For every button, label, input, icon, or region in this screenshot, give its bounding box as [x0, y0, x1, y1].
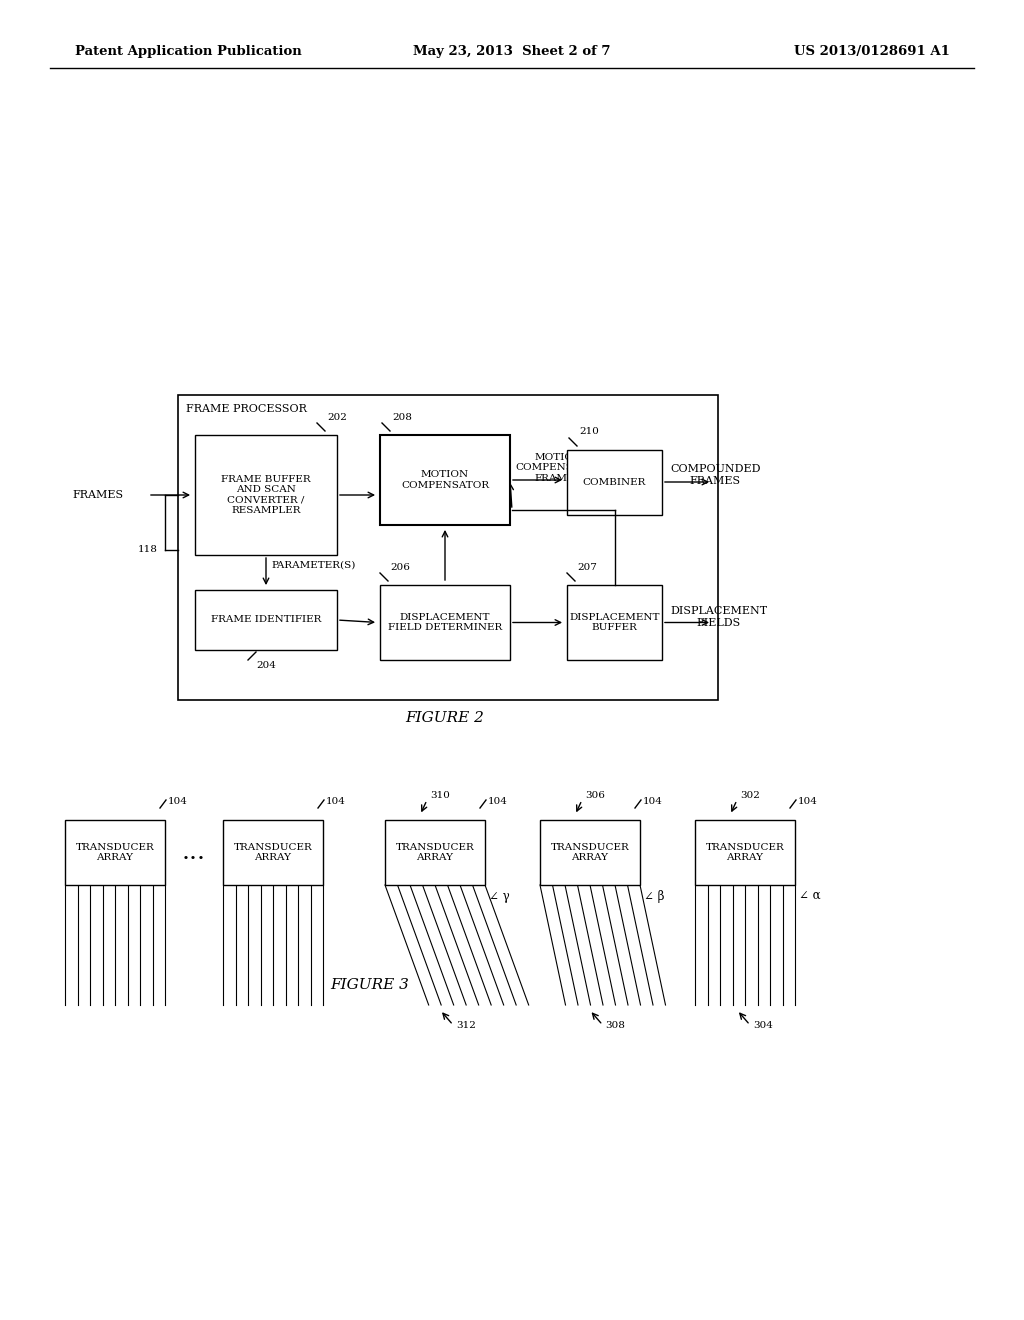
- Text: 118: 118: [138, 545, 158, 554]
- Text: MOTION
COMPENSATED
FRAMES: MOTION COMPENSATED FRAMES: [515, 453, 602, 483]
- Text: Patent Application Publication: Patent Application Publication: [75, 45, 302, 58]
- Text: DISPLACEMENT
FIELDS: DISPLACEMENT FIELDS: [670, 606, 767, 628]
- Text: ∠ γ: ∠ γ: [489, 890, 510, 903]
- Bar: [223, 820, 323, 884]
- Text: FRAMES: FRAMES: [72, 490, 123, 500]
- Bar: [567, 450, 662, 515]
- Bar: [380, 585, 510, 660]
- Text: 104: 104: [326, 797, 346, 807]
- Text: FIGURE 3: FIGURE 3: [331, 978, 410, 993]
- Text: FRAME IDENTIFIER: FRAME IDENTIFIER: [211, 615, 322, 624]
- Text: PARAMETER(S): PARAMETER(S): [271, 561, 355, 569]
- Bar: [380, 436, 510, 525]
- Text: 206: 206: [390, 562, 410, 572]
- Text: TRANSDUCER
ARRAY: TRANSDUCER ARRAY: [76, 842, 155, 862]
- Text: DISPLACEMENT
FIELD DETERMINER: DISPLACEMENT FIELD DETERMINER: [388, 612, 502, 632]
- Text: TRANSDUCER
ARRAY: TRANSDUCER ARRAY: [395, 842, 474, 862]
- Text: 104: 104: [798, 797, 818, 807]
- Text: ∠ α: ∠ α: [799, 890, 820, 903]
- Text: FRAME PROCESSOR: FRAME PROCESSOR: [186, 404, 307, 414]
- Text: 312: 312: [456, 1020, 476, 1030]
- Bar: [195, 590, 337, 649]
- Bar: [567, 585, 662, 660]
- Bar: [65, 820, 165, 884]
- Bar: [385, 820, 485, 884]
- Text: FIGURE 2: FIGURE 2: [406, 711, 484, 725]
- Text: FRAME BUFFER
AND SCAN
CONVERTER /
RESAMPLER: FRAME BUFFER AND SCAN CONVERTER / RESAMP…: [221, 475, 311, 515]
- Text: TRANSDUCER
ARRAY: TRANSDUCER ARRAY: [706, 842, 784, 862]
- Text: 104: 104: [488, 797, 508, 807]
- Text: 104: 104: [168, 797, 187, 807]
- Text: TRANSDUCER
ARRAY: TRANSDUCER ARRAY: [233, 842, 312, 862]
- Text: 207: 207: [577, 562, 597, 572]
- Text: MOTION
COMPENSATOR: MOTION COMPENSATOR: [401, 470, 489, 490]
- Bar: [540, 820, 640, 884]
- Text: DISPLACEMENT
BUFFER: DISPLACEMENT BUFFER: [569, 612, 659, 632]
- Text: ...: ...: [182, 841, 206, 865]
- Text: May 23, 2013  Sheet 2 of 7: May 23, 2013 Sheet 2 of 7: [414, 45, 610, 58]
- Text: 204: 204: [256, 661, 275, 671]
- Text: 308: 308: [605, 1020, 626, 1030]
- Text: 306: 306: [585, 791, 605, 800]
- Bar: [695, 820, 795, 884]
- Text: TRANSDUCER
ARRAY: TRANSDUCER ARRAY: [551, 842, 630, 862]
- Text: US 2013/0128691 A1: US 2013/0128691 A1: [795, 45, 950, 58]
- Text: 210: 210: [579, 428, 599, 437]
- Text: 302: 302: [740, 791, 760, 800]
- Bar: [178, 395, 718, 700]
- Text: 208: 208: [392, 412, 412, 421]
- Text: 310: 310: [430, 791, 450, 800]
- Text: 202: 202: [327, 412, 347, 421]
- Text: 304: 304: [753, 1020, 773, 1030]
- Text: 104: 104: [643, 797, 663, 807]
- Text: COMPOUNDED
FRAMES: COMPOUNDED FRAMES: [670, 465, 761, 486]
- Text: COMBINER: COMBINER: [583, 478, 646, 487]
- Text: ∠ β: ∠ β: [644, 890, 665, 903]
- Bar: [195, 436, 337, 554]
